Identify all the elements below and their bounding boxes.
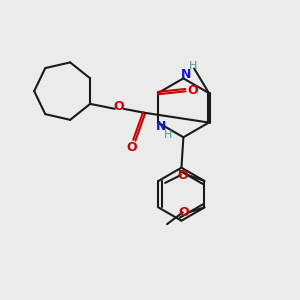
Text: O: O: [113, 100, 124, 113]
Text: N: N: [181, 68, 191, 81]
Text: O: O: [187, 84, 198, 97]
Text: O: O: [126, 141, 137, 154]
Text: H: H: [164, 130, 172, 140]
Text: H: H: [189, 61, 197, 70]
Text: O: O: [178, 206, 189, 219]
Text: N: N: [156, 120, 166, 133]
Text: O: O: [177, 169, 188, 182]
